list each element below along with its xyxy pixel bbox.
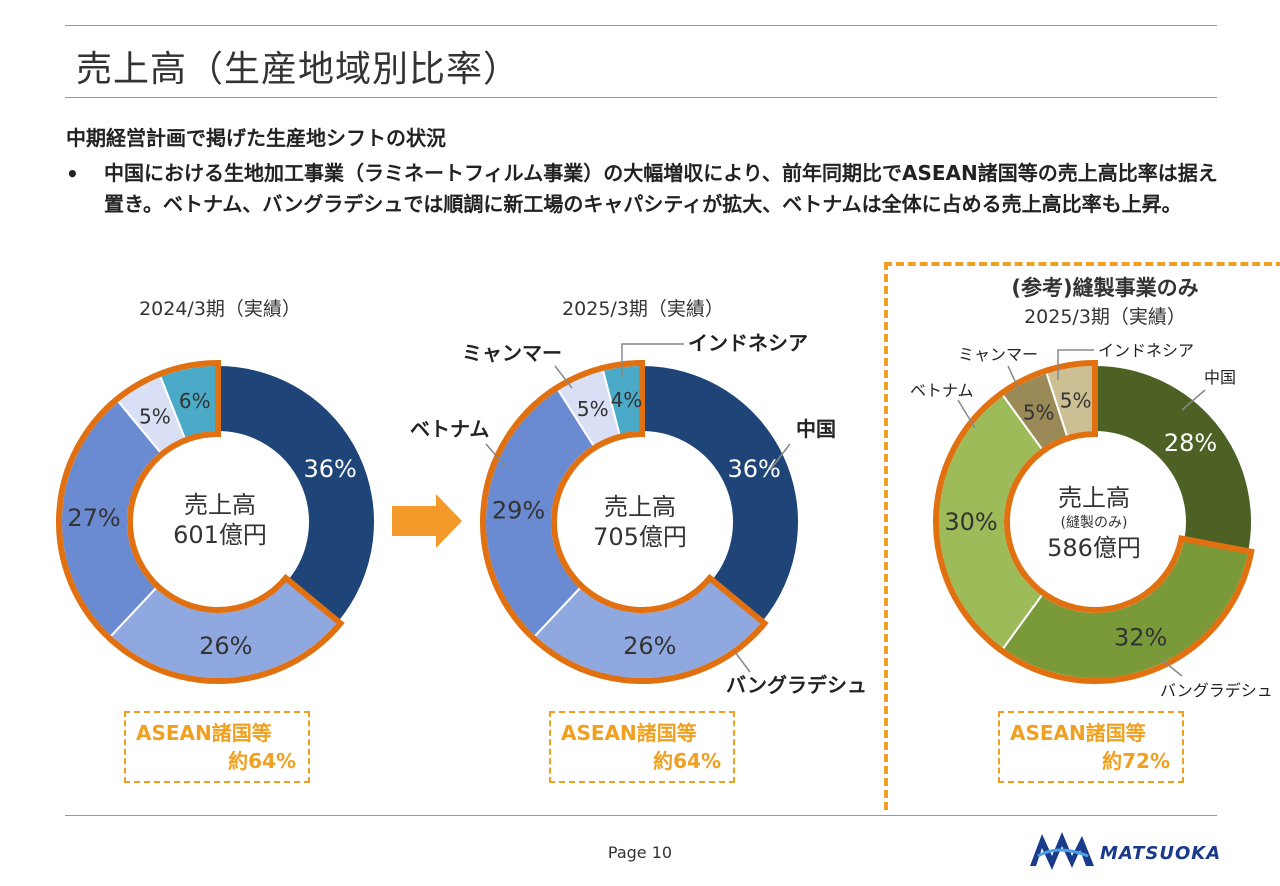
brand-name: MATSUOKA xyxy=(1100,843,1222,864)
chart2-pct-label-1: 26% xyxy=(623,632,676,660)
chart3-center-sub: (縫製のみ) xyxy=(1060,515,1128,531)
chart3-category-label-4: インドネシア xyxy=(1098,341,1194,360)
chart2-leader-1 xyxy=(734,651,751,673)
chart2-category-label-3: ミャンマー xyxy=(462,341,562,365)
chart3-pct-label-3: 5% xyxy=(1023,401,1055,425)
chart3-asean-box: ASEAN諸国等 約72% xyxy=(998,711,1184,783)
chart1-asean-box: ASEAN諸国等 約64% xyxy=(124,711,310,783)
chart1-asean-label: ASEAN諸国等 xyxy=(136,721,272,745)
chart2-pct-label-4: 4% xyxy=(611,388,643,412)
chart1-pct-label-0: 36% xyxy=(304,455,357,483)
chart2-slice-0 xyxy=(641,363,800,624)
chart2-leader-0 xyxy=(769,443,791,471)
chart3-period: 2025/3期（実績） xyxy=(1024,306,1186,328)
subheading: 中期経営計画で掲げた生産地シフトの状況 xyxy=(66,126,446,150)
bullet-marker: • xyxy=(66,162,79,186)
top-rule xyxy=(65,25,1217,26)
chart2-category-label-2: ベトナム xyxy=(410,417,489,441)
chart3-category-label-0: 中国 xyxy=(1204,368,1236,387)
chart2-asean-box: ASEAN諸国等 約64% xyxy=(549,711,735,783)
chart3-pct-label-2: 30% xyxy=(944,508,997,536)
chart2-leader-3 xyxy=(554,365,573,389)
chart3-leader-0 xyxy=(1181,389,1206,411)
chart2-center-label: 売上高 705億円 xyxy=(570,492,710,552)
chart1-donut: 36% 26% 27% 5% 6% xyxy=(56,359,376,684)
chart3-category-label-2: ベトナム xyxy=(910,381,974,400)
chart1-center-label: 売上高 601億円 xyxy=(150,490,290,550)
chart2-center-title: 売上高 xyxy=(604,493,676,521)
page-number: Page 10 xyxy=(607,843,673,862)
chart2-pct-label-0: 36% xyxy=(728,455,781,483)
chart3-asean-label: ASEAN諸国等 xyxy=(1010,721,1146,745)
page-title: 売上高（生産地域別比率） xyxy=(76,49,521,90)
chart3-pct-label-0: 28% xyxy=(1164,429,1217,457)
chart2-category-label-1: バングラデシュ xyxy=(726,673,867,697)
chart3-slice-0 xyxy=(1094,363,1253,553)
chart2-category-label-0: 中国 xyxy=(796,417,836,441)
chart3-leader-2 xyxy=(957,399,976,429)
chart3-leader-4 xyxy=(1057,349,1094,380)
footer-rule xyxy=(65,815,1217,816)
chart1-asean-highlight xyxy=(56,359,345,684)
chart3-pct-label-1: 32% xyxy=(1114,623,1167,651)
chart2-center-value: 705億円 xyxy=(593,523,687,551)
chart3-asean-value: 約72% xyxy=(1102,749,1170,773)
chart3-category-label-1: バングラデシュ xyxy=(1160,681,1273,700)
chart3-leader-3 xyxy=(1007,365,1021,393)
chart2-pct-label-2: 29% xyxy=(492,496,545,524)
chart2-asean-label: ASEAN諸国等 xyxy=(561,721,697,745)
chart3-asean-highlight xyxy=(932,359,1255,684)
chart3-center-title: 売上高 xyxy=(1058,484,1130,512)
chart1-period: 2024/3期（実績） xyxy=(139,298,301,320)
chart2-leader-4 xyxy=(621,343,684,378)
reference-title: (参考)縫製事業のみ xyxy=(1011,276,1199,300)
chart2-period: 2025/3期（実績） xyxy=(562,298,724,320)
chart1-pct-label-3: 5% xyxy=(139,404,171,428)
chart3-leader-1 xyxy=(1161,659,1183,677)
transition-arrow xyxy=(392,494,462,548)
title-rule xyxy=(65,97,1217,98)
chart1-pct-label-1: 26% xyxy=(199,632,252,660)
chart3-pct-label-4: 5% xyxy=(1060,389,1092,413)
chart2-leader-2 xyxy=(485,443,506,467)
chart1-center-value: 601億円 xyxy=(173,521,267,549)
chart3-center-label: 売上高 (縫製のみ) 586億円 xyxy=(1024,483,1164,563)
chart2-pct-label-3: 5% xyxy=(577,397,609,421)
chart1-asean-value: 約64% xyxy=(228,749,296,773)
chart2-asean-highlight xyxy=(480,359,769,684)
chart1-slice-0 xyxy=(217,363,376,624)
reference-frame xyxy=(884,262,1280,810)
chart2-asean-value: 約64% xyxy=(653,749,721,773)
chart3-category-label-3: ミャンマー xyxy=(958,345,1038,364)
chart1-pct-label-4: 6% xyxy=(179,389,211,413)
chart1-pct-label-2: 27% xyxy=(67,504,120,532)
chart3-center-value: 586億円 xyxy=(1047,534,1141,562)
bullet-text: 中国における生地加工事業（ラミネートフィルム事業）の大幅増収により、前年同期比で… xyxy=(104,161,1218,216)
chart1-center-title: 売上高 xyxy=(184,491,256,519)
matsuoka-logo-icon xyxy=(1030,832,1094,870)
chart2-category-label-4: インドネシア xyxy=(688,331,808,355)
